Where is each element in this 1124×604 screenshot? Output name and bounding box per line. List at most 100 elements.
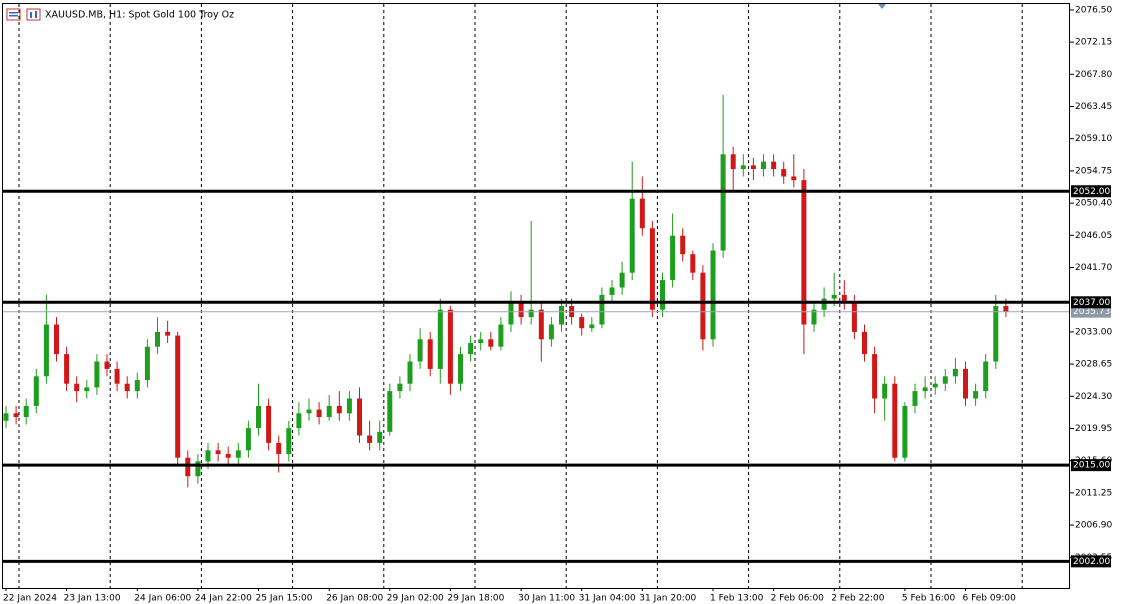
candle-body <box>84 387 90 392</box>
candle-body <box>447 309 453 384</box>
candle-body <box>851 302 857 332</box>
x-tick-label: 29 Jan 18:00 <box>447 594 504 604</box>
y-tick-label: 2050.40 <box>1075 199 1112 209</box>
candle-body <box>993 305 999 362</box>
icon <box>9 12 18 14</box>
candle-body <box>1003 305 1009 312</box>
toolbar-icons <box>6 8 41 21</box>
candle-body <box>548 324 554 340</box>
candle-body <box>54 324 59 355</box>
candle-body <box>195 461 201 477</box>
x-tick-label: 5 Feb 16:00 <box>902 594 956 604</box>
candle-body <box>225 454 231 458</box>
candle-body <box>296 413 302 429</box>
candle-body <box>266 405 272 443</box>
candle-body <box>649 228 655 310</box>
candle-body <box>892 383 898 458</box>
candle-body <box>599 294 605 325</box>
x-tick-label: 31 Jan 04:00 <box>579 594 636 604</box>
icon <box>35 11 37 18</box>
candle-body <box>326 405 332 418</box>
candle-body <box>397 383 403 392</box>
x-tick-label: 22 Jan 2024 <box>3 594 57 604</box>
plot-frame <box>2 3 1070 589</box>
candle-body <box>932 383 938 388</box>
candle-body <box>357 398 362 436</box>
candle-body <box>629 198 635 273</box>
y-tick-label: 2076.50 <box>1075 5 1112 15</box>
current-price-box <box>1071 305 1111 318</box>
candle-body <box>185 457 191 477</box>
level-label: 2037.00 <box>1073 298 1110 308</box>
candle-body <box>700 272 706 340</box>
candle-body <box>235 450 241 458</box>
candle-body <box>74 383 80 392</box>
candle-body <box>155 331 160 347</box>
y-tick-label: 2059.10 <box>1075 134 1112 144</box>
candle-body <box>538 309 544 340</box>
candle-body <box>983 361 989 392</box>
candle-body <box>377 431 383 443</box>
candle-body <box>437 309 443 369</box>
candle-body <box>872 354 878 399</box>
x-tick-label: 29 Jan 02:00 <box>387 594 444 604</box>
candle-body <box>639 198 645 229</box>
candle-body <box>518 302 524 318</box>
y-tick-label: 2028.65 <box>1075 360 1112 370</box>
candle-body <box>13 413 19 418</box>
candle-body <box>43 324 49 377</box>
y-tick-label: 2067.80 <box>1075 70 1112 80</box>
y-tick-label: 2072.15 <box>1075 38 1112 48</box>
candle-body <box>882 383 888 399</box>
candle-body <box>912 391 918 406</box>
candle-body <box>33 376 39 406</box>
candle-body <box>791 176 797 181</box>
y-tick-label: 2024.30 <box>1075 392 1112 402</box>
y-tick-label: 2019.95 <box>1075 424 1112 434</box>
candle-body <box>134 380 140 392</box>
candle-body <box>367 435 373 443</box>
x-tick-label: 31 Jan 20:00 <box>639 594 696 604</box>
candle-body <box>801 180 807 325</box>
candle-body <box>458 354 463 384</box>
level-label: 2015.00 <box>1073 461 1110 471</box>
candle-body <box>821 298 827 310</box>
candle-body <box>498 324 504 347</box>
current-price-label: 2035.73 <box>1073 307 1110 317</box>
candle-body <box>771 161 777 170</box>
candle-body <box>165 331 171 336</box>
x-tick-label: 6 Feb 09:00 <box>963 594 1017 604</box>
candle-body <box>740 165 746 170</box>
candle-body <box>761 161 766 170</box>
candle-body <box>215 450 221 455</box>
candle-body <box>104 361 110 369</box>
candle-body <box>114 368 120 384</box>
y-tick-label: 2033.00 <box>1075 327 1112 337</box>
level-box <box>1071 459 1111 472</box>
candle-body <box>427 339 433 369</box>
candle-body <box>559 305 564 325</box>
icon <box>26 8 41 21</box>
shift-marker <box>878 4 886 9</box>
candle-body <box>387 391 393 432</box>
icon <box>30 12 32 18</box>
candle-body <box>64 354 70 384</box>
candle-body <box>589 324 595 329</box>
candle-body <box>508 302 514 325</box>
candle-body <box>579 317 585 329</box>
candle-body <box>609 287 615 295</box>
chart-title: XAUUSD.MB, H1: Spot Gold 100 Troy Oz <box>45 10 234 21</box>
candle-body <box>175 335 181 458</box>
x-tick-label: 2 Feb 22:00 <box>831 594 885 604</box>
candle-body <box>468 343 474 355</box>
candle-body <box>417 339 423 362</box>
y-tick-label: 2006.90 <box>1075 521 1112 531</box>
candle-body <box>811 309 817 325</box>
level-box <box>1071 185 1111 198</box>
candle-body <box>306 409 312 414</box>
x-tick-label: 25 Jan 15:00 <box>256 594 313 604</box>
candle-body <box>346 398 352 414</box>
candle-body <box>619 272 625 288</box>
candle-body <box>973 391 979 399</box>
